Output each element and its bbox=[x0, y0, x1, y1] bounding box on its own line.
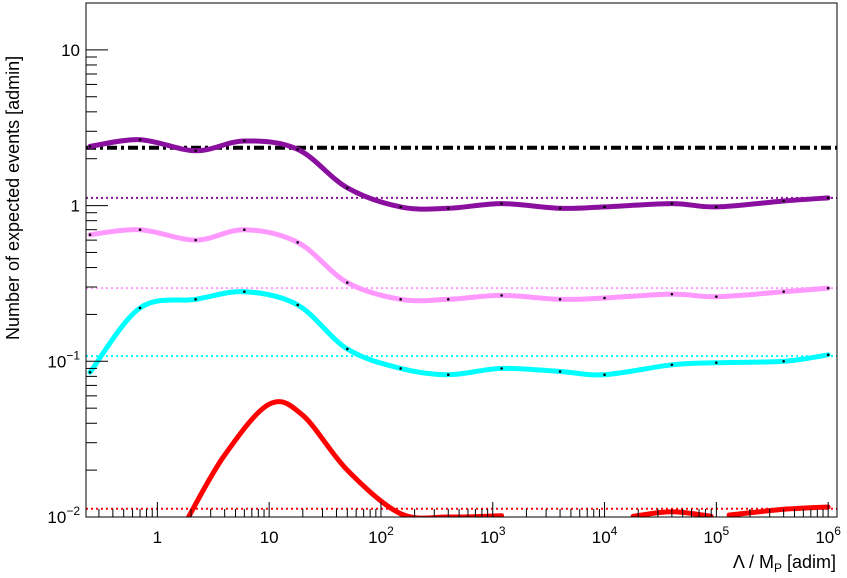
data-point bbox=[782, 199, 785, 203]
data-point bbox=[296, 147, 299, 151]
data-point bbox=[826, 286, 830, 290]
data-point bbox=[558, 370, 562, 373]
data-point bbox=[603, 373, 606, 377]
y-tick-label: 10−1 bbox=[47, 348, 80, 371]
data-point bbox=[138, 228, 142, 232]
data-point bbox=[715, 205, 718, 209]
data-point bbox=[194, 298, 197, 301]
data-point bbox=[243, 228, 246, 232]
data-point bbox=[715, 361, 718, 364]
data-point bbox=[345, 186, 349, 190]
series-line-4 bbox=[186, 399, 505, 517]
data-point bbox=[446, 207, 450, 210]
data-point bbox=[138, 306, 142, 310]
x-tick-label: 105 bbox=[704, 524, 730, 547]
reference-lines bbox=[86, 145, 837, 510]
data-point bbox=[558, 207, 562, 210]
data-point bbox=[826, 353, 830, 357]
axes: 1 10 102 103 104 105 106 10−2 10−1 1 10 bbox=[47, 2, 841, 547]
data-point bbox=[603, 296, 606, 300]
y-axis-title: Number of expected events [admin] bbox=[3, 56, 23, 340]
data-point bbox=[782, 359, 785, 363]
x-tick-label: 10 bbox=[260, 528, 279, 547]
data-point bbox=[399, 298, 402, 301]
data-point bbox=[446, 298, 450, 301]
x-tick-label: 102 bbox=[368, 524, 394, 547]
data-point bbox=[670, 202, 674, 205]
data-point bbox=[345, 281, 349, 284]
y-tick-label: 1 bbox=[71, 197, 80, 216]
data-point bbox=[296, 303, 299, 307]
y-tick-label: 10 bbox=[61, 41, 80, 60]
x-tick-label: 104 bbox=[592, 524, 618, 547]
data-point bbox=[296, 241, 299, 244]
data-point bbox=[194, 149, 197, 153]
data-point bbox=[88, 370, 92, 374]
data-point bbox=[399, 205, 402, 209]
data-point bbox=[446, 373, 450, 377]
y-tick-label: 10−2 bbox=[47, 504, 80, 527]
data-point bbox=[88, 145, 92, 148]
data-point bbox=[194, 238, 197, 242]
data-point bbox=[500, 367, 503, 370]
x-tick-label: 1 bbox=[153, 528, 162, 547]
data-point bbox=[782, 290, 785, 293]
data-point bbox=[500, 294, 503, 297]
data-point bbox=[345, 347, 349, 351]
data-point bbox=[88, 233, 92, 237]
data-point bbox=[399, 367, 402, 370]
data-point bbox=[558, 298, 562, 301]
data-point bbox=[715, 295, 718, 298]
data-point bbox=[243, 139, 246, 143]
x-tick-label: 106 bbox=[815, 524, 841, 547]
data-point bbox=[243, 290, 246, 293]
data-point bbox=[500, 202, 503, 205]
data-point bbox=[138, 138, 142, 141]
data-point bbox=[670, 363, 674, 367]
data-point bbox=[603, 205, 606, 209]
data-point bbox=[826, 196, 830, 200]
plot-frame bbox=[85, 2, 838, 518]
x-axis-title: Λ / MP [adim] bbox=[733, 552, 836, 575]
x-tick-label: 103 bbox=[480, 524, 506, 547]
data-point bbox=[670, 292, 674, 296]
